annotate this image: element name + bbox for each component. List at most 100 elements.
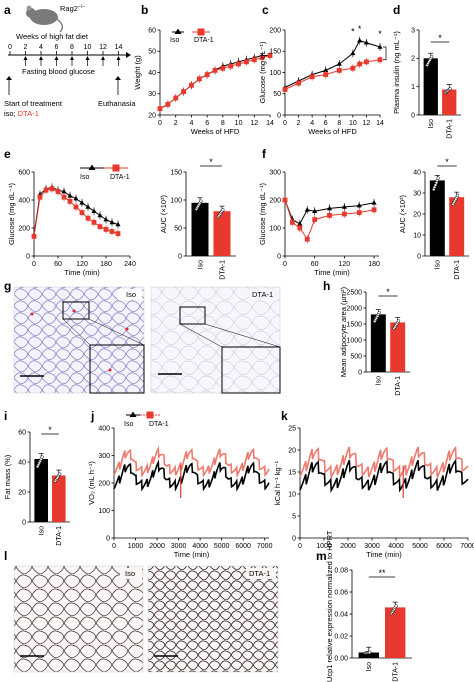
bar-DTA-1	[385, 607, 406, 658]
bar-DTA-1	[52, 475, 66, 522]
y-tick-label: 300	[269, 169, 281, 176]
data-dot	[199, 199, 203, 203]
panel-label-e: e	[4, 147, 11, 161]
panel-label-f: f	[262, 147, 267, 161]
timeline-week-label: 12	[99, 44, 107, 51]
x-tick-label: 120	[339, 261, 351, 268]
trace-dta1	[113, 445, 270, 478]
x-tick-label: 180	[100, 261, 112, 268]
data-point-dta1	[49, 186, 55, 192]
y-tick-label: 30	[413, 190, 421, 197]
x-tick-label: 0	[32, 261, 36, 268]
x-tick-label: 7000	[460, 543, 474, 550]
y-tick-label: 1500	[346, 321, 362, 328]
bar-DTA-1	[442, 89, 457, 115]
data-point-iso	[115, 221, 121, 227]
timeline-week-label: 10	[84, 44, 92, 51]
data-dot	[455, 193, 460, 198]
data-point-dta1	[165, 101, 171, 107]
timeline-week-label: 0	[8, 44, 12, 51]
panel-label-a: a	[4, 3, 11, 17]
x-tick-label: 12	[250, 120, 258, 127]
y-tick-label: 400	[18, 197, 30, 204]
bar-Iso	[423, 58, 438, 115]
y-tick-label: 30	[148, 91, 156, 98]
category-label: Iso	[435, 260, 442, 269]
data-point-dta1	[290, 220, 295, 225]
y-tick-label: 0	[26, 253, 30, 260]
data-point-dta1	[377, 57, 383, 63]
y-tick-label: 50	[273, 91, 281, 98]
data-dot	[221, 208, 225, 212]
y-tick-label: 300	[98, 453, 110, 460]
bar-Iso	[358, 652, 379, 658]
x-tick-label: 4000	[192, 543, 208, 550]
data-point-iso	[85, 204, 91, 209]
inset-label-iso-l: Iso	[125, 569, 135, 578]
data-point-iso	[103, 216, 109, 222]
x-tick-label: 6000	[235, 543, 251, 550]
series-line-DTA-1	[159, 55, 271, 110]
significance-star: **	[378, 568, 386, 578]
significance-star: *	[358, 24, 362, 34]
x-tick-label: 2	[297, 120, 301, 127]
x-tick-label: 1000	[128, 543, 144, 550]
y-tick-label: 0	[178, 253, 182, 260]
data-dot	[368, 650, 372, 654]
svg-text:Iso: Iso	[124, 421, 133, 428]
svg-text:Iso: Iso	[80, 174, 89, 181]
category-label: Iso	[366, 662, 373, 671]
x-axis-label: Time (min)	[64, 268, 100, 277]
data-point-dta1	[79, 210, 85, 215]
significance-star: *	[48, 425, 52, 435]
panel-label-k: k	[281, 409, 288, 423]
y-tick-label: 1	[411, 84, 415, 91]
x-tick-label: 3000	[171, 543, 187, 550]
data-point-iso	[61, 188, 67, 194]
panel-label-i: i	[4, 409, 7, 423]
x-axis-label: Time (min)	[366, 550, 402, 559]
zoom-inset-dta1	[221, 346, 281, 394]
y-tick-label: 500	[350, 353, 362, 360]
x-tick-label: 12	[363, 120, 371, 127]
legend-b: Iso DTA-1	[170, 28, 214, 44]
inset-label-dta1-l: DTA-1	[249, 569, 270, 578]
timeline-arrowhead	[39, 56, 43, 60]
mouse-icon	[26, 5, 64, 33]
y-tick-label: 10	[413, 232, 421, 239]
bar-DTA-1	[213, 211, 231, 256]
y-tick-label: 0	[358, 369, 362, 376]
x-tick-label: 5000	[412, 543, 428, 550]
data-point-dta1	[364, 59, 369, 65]
timeline-week-label: 4	[39, 44, 43, 51]
data-point-dta1	[357, 61, 363, 67]
data-dot	[448, 87, 452, 91]
y-tick-label: 0.08	[334, 567, 348, 574]
x-tick-label: 0	[158, 120, 162, 127]
y-tick-label: 0.06	[334, 589, 348, 596]
timeline-title: Weeks of high fat diet	[16, 32, 89, 41]
data-point-iso	[350, 50, 356, 56]
data-point-iso	[297, 221, 303, 226]
data-point-dta1	[97, 224, 103, 229]
data-dot	[58, 472, 62, 476]
y-tick-label: 60	[18, 429, 26, 436]
trace-iso	[299, 459, 469, 493]
x-tick-label: 3000	[364, 543, 380, 550]
data-point-dta1	[304, 236, 310, 242]
x-tick-label: 6	[324, 120, 328, 127]
data-point-dta1	[31, 234, 37, 239]
svg-text:DTA-1: DTA-1	[194, 37, 214, 44]
data-point-dta1	[282, 87, 288, 92]
inset-label-dta1: DTA-1	[252, 290, 273, 299]
x-tick-label: 14	[376, 120, 384, 127]
chart-f-itt: 0 100 200 300 0 60 120 180 Glucose (mg dL⁻¹) Time…	[258, 169, 380, 277]
category-label: DTA-1	[219, 260, 226, 280]
timeline-arrowhead	[23, 56, 28, 60]
y-tick-label: 20	[18, 489, 26, 496]
timeline-arrowhead	[54, 56, 59, 60]
y-tick-label: 40	[148, 70, 156, 77]
data-point-iso	[341, 204, 347, 209]
y-tick-label: 40	[18, 459, 26, 466]
